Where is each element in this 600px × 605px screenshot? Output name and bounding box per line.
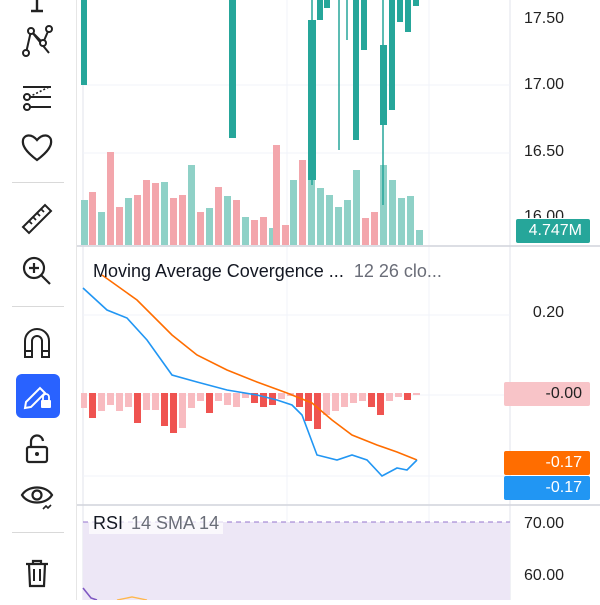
forecast-tool[interactable] xyxy=(14,72,60,118)
eye-icon xyxy=(20,486,54,510)
chart-area[interactable]: 17.50 17.00 16.50 16.00 4.747M Moving Av… xyxy=(77,0,600,601)
rsi-legend[interactable]: RSI 14 SMA 14 xyxy=(89,513,224,534)
macd-title: Moving Average Covergence ... xyxy=(93,261,344,281)
magnet-icon xyxy=(24,328,50,358)
rsi-line xyxy=(82,587,98,601)
ruler-icon xyxy=(21,203,53,235)
lock-drawing-tool[interactable] xyxy=(16,374,60,418)
delete-tool[interactable] xyxy=(14,550,60,596)
macd-histogram-badge: -0.00 xyxy=(504,382,590,406)
price-candles xyxy=(81,0,419,205)
pattern-icon xyxy=(22,25,53,57)
unlock-icon xyxy=(25,434,49,464)
visibility-tool[interactable] xyxy=(14,474,60,520)
drawing-toolbar xyxy=(0,0,77,600)
magnet-tool[interactable] xyxy=(14,320,60,366)
cursor-tool[interactable] xyxy=(14,0,60,24)
volume-bars xyxy=(81,145,423,245)
price-axis-label: 16.00 xyxy=(523,209,564,218)
price-axis-label: 16.50 xyxy=(523,143,564,160)
rsi-title: RSI xyxy=(93,513,124,533)
rsi-band xyxy=(83,522,510,600)
macd-line-badge: -0.17 xyxy=(504,476,590,500)
toolbar-divider xyxy=(12,532,64,533)
rsi-args: 14 SMA 14 xyxy=(131,513,220,533)
macd-line xyxy=(82,287,418,477)
toolbar-divider xyxy=(12,182,64,183)
macd-signal-line xyxy=(101,274,418,461)
rsi-axis-label: 60.00 xyxy=(523,567,564,584)
macd-args: 12 26 clo... xyxy=(353,261,442,281)
zoom-tool[interactable] xyxy=(14,248,60,294)
volume-badge: 4.747M xyxy=(516,219,590,243)
cursor-icon xyxy=(31,0,43,13)
pattern-tool[interactable] xyxy=(14,18,60,64)
macd-axis-label: 0.20 xyxy=(532,304,564,321)
zoom-in-icon xyxy=(22,256,51,285)
lock-tool[interactable] xyxy=(14,426,60,472)
macd-legend[interactable]: Moving Average Covergence ... 12 26 clo..… xyxy=(93,261,442,282)
trash-icon xyxy=(26,559,48,588)
chart-canvas[interactable] xyxy=(77,0,600,601)
rsi-sma-line xyxy=(116,596,148,601)
macd-signal-badge: -0.17 xyxy=(504,451,590,475)
ruler-tool[interactable] xyxy=(14,196,60,242)
price-axis-label: 17.50 xyxy=(523,10,564,27)
prediction-icon xyxy=(23,86,51,111)
heart-icon xyxy=(21,134,53,162)
macd-histogram xyxy=(81,393,420,433)
price-axis-label: 17.00 xyxy=(523,76,564,93)
favorite-tool[interactable] xyxy=(14,124,60,170)
rsi-axis-label: 70.00 xyxy=(523,515,564,532)
pencil-lock-icon xyxy=(23,386,51,410)
toolbar-divider xyxy=(12,306,64,307)
price-axis-clip: 16.00 xyxy=(524,209,564,218)
